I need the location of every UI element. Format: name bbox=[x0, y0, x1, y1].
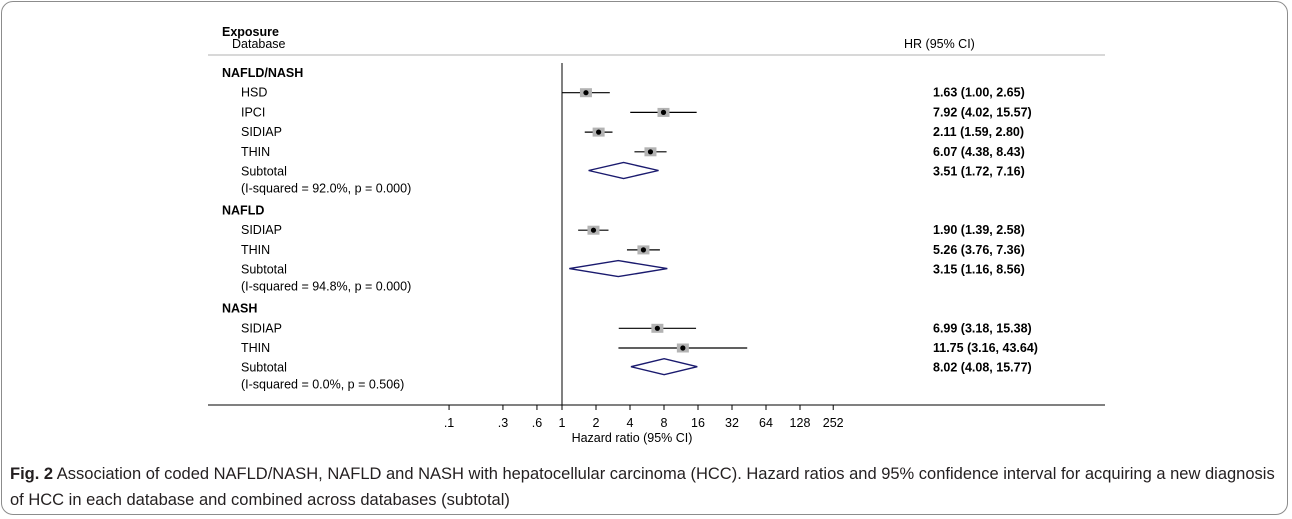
x-tick-label: .3 bbox=[498, 416, 508, 430]
hr-value: 6.07 (4.38, 8.43) bbox=[933, 145, 1025, 159]
x-tick-label: 8 bbox=[661, 416, 668, 430]
subtotal-diamond bbox=[588, 161, 659, 180]
hr-value: 5.26 (3.76, 7.36) bbox=[933, 243, 1025, 257]
x-tick-label: .6 bbox=[532, 416, 542, 430]
point-estimate bbox=[647, 149, 654, 155]
group-label: NAFLD/NASH bbox=[222, 66, 303, 80]
heterogeneity-label: (I-squared = 0.0%, p = 0.506) bbox=[241, 378, 404, 392]
x-tick-label: 64 bbox=[759, 416, 773, 430]
subtotal-diamond bbox=[569, 259, 668, 278]
heterogeneity-label: (I-squared = 94.8%, p = 0.000) bbox=[241, 280, 411, 294]
header-hr: HR (95% CI) bbox=[904, 37, 975, 51]
header-exposure: Exposure bbox=[222, 25, 279, 39]
subtotal-label: Subtotal bbox=[241, 361, 287, 375]
subtotal-label: Subtotal bbox=[241, 165, 287, 179]
point-estimate bbox=[654, 325, 660, 331]
hr-value: 8.02 (4.08, 15.77) bbox=[933, 361, 1032, 375]
study-label: THIN bbox=[241, 341, 270, 355]
x-tick-label: 16 bbox=[691, 416, 705, 430]
figure-caption: Fig. 2 Association of coded NAFLD/NASH, … bbox=[10, 461, 1280, 513]
hr-value: 7.92 (4.02, 15.57) bbox=[933, 105, 1032, 119]
x-tick-label: 4 bbox=[627, 416, 634, 430]
point-estimate bbox=[583, 90, 589, 96]
x-tick-label: 252 bbox=[823, 416, 844, 430]
x-tick-label: 128 bbox=[790, 416, 811, 430]
heterogeneity-label: (I-squared = 92.0%, p = 0.000) bbox=[241, 182, 411, 196]
caption-label: Fig. 2 bbox=[10, 465, 54, 483]
hr-value: 2.11 (1.59, 2.80) bbox=[933, 125, 1024, 139]
study-label: SIDIAP bbox=[241, 321, 282, 335]
hr-value: 1.90 (1.39, 2.58) bbox=[933, 223, 1025, 237]
subtotal-label: Subtotal bbox=[241, 263, 287, 277]
study-label: SIDIAP bbox=[241, 125, 282, 139]
hr-value: 11.75 (3.16, 43.64) bbox=[933, 341, 1038, 355]
x-axis-label: Hazard ratio (95% CI) bbox=[572, 431, 693, 445]
x-tick-label: 2 bbox=[593, 416, 600, 430]
point-estimate bbox=[660, 109, 667, 115]
hr-value: 3.51 (1.72, 7.16) bbox=[933, 165, 1025, 179]
caption-text: Association of coded NAFLD/NASH, NAFLD a… bbox=[10, 465, 1275, 509]
x-tick-label: 32 bbox=[725, 416, 739, 430]
study-label: IPCI bbox=[241, 105, 265, 119]
forest-plot: Exposure Database HR (95% CI) Hazard rat… bbox=[208, 25, 1105, 445]
header-database: Database bbox=[232, 37, 286, 51]
study-label: THIN bbox=[241, 145, 270, 159]
point-estimate bbox=[640, 247, 647, 253]
point-estimate bbox=[680, 345, 686, 351]
subtotal-diamond bbox=[630, 357, 698, 376]
study-label: SIDIAP bbox=[241, 223, 282, 237]
point-estimate bbox=[596, 129, 602, 135]
x-tick-label: .1 bbox=[444, 416, 454, 430]
point-estimate bbox=[590, 227, 597, 233]
x-tick-label: 1 bbox=[559, 416, 566, 430]
group-label: NASH bbox=[222, 302, 257, 316]
hr-value: 3.15 (1.16, 8.56) bbox=[933, 263, 1025, 277]
study-label: THIN bbox=[241, 243, 270, 257]
study-label: HSD bbox=[241, 86, 267, 100]
hr-value: 6.99 (3.18, 15.38) bbox=[933, 321, 1032, 335]
hr-value: 1.63 (1.00, 2.65) bbox=[933, 86, 1025, 100]
group-label: NAFLD bbox=[222, 204, 264, 218]
